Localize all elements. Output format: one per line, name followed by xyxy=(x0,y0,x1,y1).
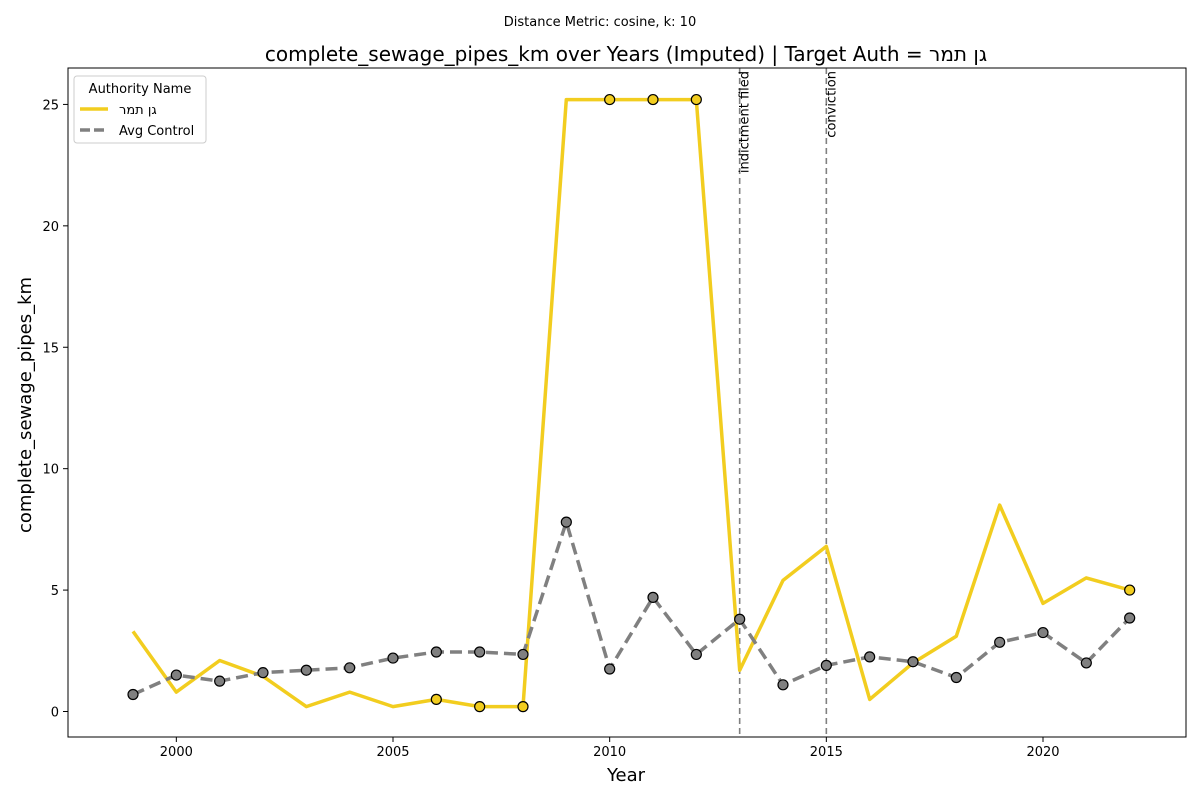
data-point-1-2012 xyxy=(690,648,702,661)
data-point-1-2002 xyxy=(257,667,269,679)
data-point-1-2009 xyxy=(560,516,572,528)
data-point-1-2014 xyxy=(777,679,789,691)
data-point-0-2012 xyxy=(690,93,702,106)
data-point-1-2010 xyxy=(604,663,616,675)
data-point-1-2004 xyxy=(344,662,356,674)
x-axis-label: Year xyxy=(606,765,646,786)
series-line-0 xyxy=(131,97,1131,709)
y-tick-label-25: 25 xyxy=(42,98,59,113)
data-point-0-2011 xyxy=(647,93,659,106)
legend-label-1: Avg Control xyxy=(119,124,194,139)
data-point-1-2000 xyxy=(170,669,182,681)
x-tick-label-2015: 2015 xyxy=(810,745,843,760)
data-point-1-2022 xyxy=(1124,612,1136,624)
data-point-1-2013 xyxy=(734,613,746,625)
data-point-0-2010 xyxy=(604,93,616,106)
data-point-0-2007 xyxy=(474,701,486,713)
data-point-1-2015 xyxy=(820,659,832,671)
y-tick-label-15: 15 xyxy=(42,341,59,356)
event-label-1: conviction xyxy=(824,71,839,138)
data-point-1-2021 xyxy=(1080,657,1092,669)
data-point-1-2001 xyxy=(214,675,226,687)
data-point-1-2020 xyxy=(1037,626,1049,639)
y-tick-label-5: 5 xyxy=(51,584,59,599)
x-tick-label-2020: 2020 xyxy=(1026,745,1059,760)
data-point-1-1999 xyxy=(127,688,139,701)
plot-frame xyxy=(67,67,1187,738)
legend: Authority Name גן תמר Avg Control xyxy=(73,75,207,144)
x-tick-label-2010: 2010 xyxy=(593,745,626,760)
data-point-1-2017 xyxy=(907,656,919,668)
y-axis-label: complete_sewage_pipes_km xyxy=(15,277,36,533)
event-label-0: indictment filed xyxy=(738,71,753,173)
data-point-1-2019 xyxy=(994,636,1006,648)
series-line-1 xyxy=(132,520,1131,697)
data-point-1-2016 xyxy=(864,651,876,663)
data-point-0-2006 xyxy=(430,693,442,705)
legend-label-0: גן תמר xyxy=(119,103,157,118)
data-point-0-2008 xyxy=(517,701,529,713)
data-point-0-2022 xyxy=(1124,584,1136,596)
data-point-1-2018 xyxy=(950,671,962,684)
data-point-1-2008 xyxy=(517,648,529,661)
chart-title: complete_sewage_pipes_km over Years (Imp… xyxy=(265,42,987,66)
data-point-1-2003 xyxy=(300,664,312,676)
data-point-1-2005 xyxy=(387,652,399,664)
y-tick-label-20: 20 xyxy=(42,220,59,235)
data-point-1-2006 xyxy=(430,646,442,658)
x-tick-label-2000: 2000 xyxy=(160,745,193,760)
x-tick-label-2005: 2005 xyxy=(376,745,409,760)
chart-suptitle: Distance Metric: cosine, k: 10 xyxy=(504,15,696,30)
data-point-1-2007 xyxy=(474,646,486,658)
y-tick-label-10: 10 xyxy=(42,463,59,478)
y-tick-label-0: 0 xyxy=(51,706,59,721)
data-point-1-2011 xyxy=(647,591,659,603)
legend-box xyxy=(73,75,207,144)
legend-title: Authority Name xyxy=(89,82,192,97)
